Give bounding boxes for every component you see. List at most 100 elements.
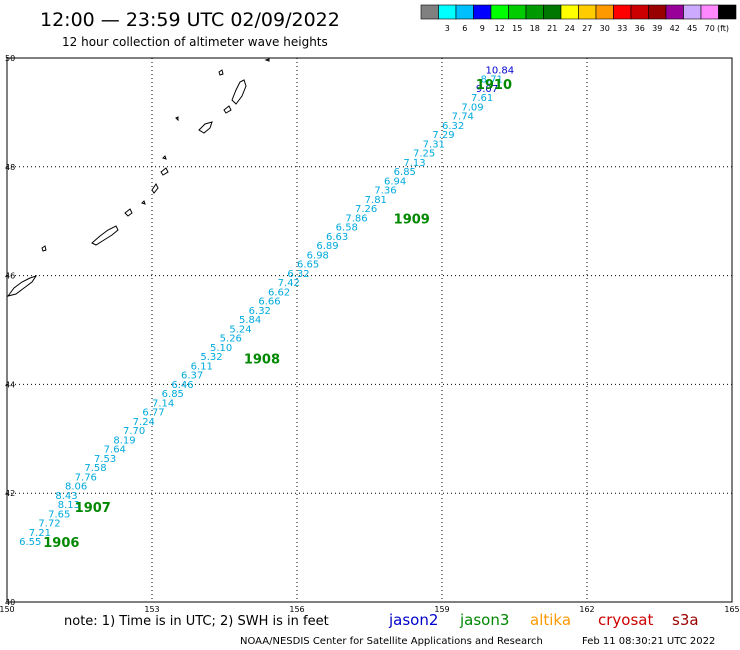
coast-island-b	[91, 225, 119, 246]
legend-swatch	[473, 4, 492, 20]
lon-tick-label: 150	[0, 605, 15, 614]
swh-value: 7.81	[365, 195, 387, 206]
legend-label: 30	[600, 24, 610, 33]
coast-island-l	[264, 58, 270, 62]
legend-label: 6	[462, 24, 467, 33]
legend-swatch	[543, 4, 562, 20]
legend-label: 3	[445, 24, 450, 33]
swh-value: 7.86	[345, 213, 367, 224]
coast-island-a	[41, 245, 47, 252]
legend-label: 9	[480, 24, 485, 33]
pass-number: 1906	[43, 536, 79, 551]
swh-value: 8.06	[65, 482, 87, 493]
legend-label: 45	[687, 24, 697, 33]
swh-value: 7.53	[94, 454, 116, 465]
swh-value: 8.13	[58, 500, 80, 511]
legend-swatch	[508, 4, 527, 20]
swh-value: 6.89	[316, 241, 338, 252]
swh-value: 7.65	[48, 509, 70, 520]
legend-swatch	[630, 4, 649, 20]
swh-value: 7.72	[38, 519, 60, 530]
swh-value: 7.14	[152, 398, 174, 409]
legend-swatch	[683, 4, 702, 20]
swh-value: 7.21	[29, 528, 51, 539]
coastline	[6, 58, 270, 297]
lat-tick-label: 46	[5, 272, 15, 281]
swh-value: 6.32	[442, 121, 464, 132]
lon-tick-label: 153	[144, 605, 159, 614]
swh-value: 7.61	[471, 93, 493, 104]
lat-tick-label: 48	[5, 163, 15, 172]
lat-tick-label: 44	[5, 380, 15, 389]
legend-swatch	[525, 4, 544, 20]
swh-value: 6.62	[268, 287, 290, 298]
legend-label: 33	[617, 24, 627, 33]
swh-value: 5.24	[229, 324, 251, 335]
swh-value: 7.58	[84, 463, 106, 474]
swh-value: 6.63	[326, 232, 348, 243]
swh-value: 6.65	[297, 260, 319, 271]
swh-value: 6.85	[394, 167, 416, 178]
swh-value: 7.24	[133, 417, 155, 428]
legend-swatch	[595, 4, 614, 20]
legend-swatch	[578, 4, 597, 20]
mission-jason2: jason2	[388, 611, 438, 629]
coast-island-c	[124, 208, 133, 217]
legend-label: 15	[512, 24, 522, 33]
swh-value: 7.26	[355, 204, 377, 215]
swh-value: 7.36	[374, 186, 396, 197]
legend-swatch	[455, 4, 474, 20]
swh-value: 5.84	[239, 315, 261, 326]
satellite-track: 6.557.217.727.658.138.438.067.767.587.53…	[19, 65, 514, 548]
swh-value: 8.43	[55, 491, 77, 502]
coast-island-j	[223, 105, 232, 114]
coast-island-i	[175, 116, 179, 122]
swh-value: 6.66	[258, 297, 280, 308]
legend-label: 70	[705, 24, 715, 33]
swh-value: 7.25	[413, 149, 435, 160]
legend-unit: (ft)	[717, 24, 729, 33]
pass-number: 1909	[394, 212, 430, 227]
coast-hokkaido	[6, 275, 38, 297]
mission-cryosat: cryosat	[598, 611, 653, 629]
swh-value: 7.70	[123, 426, 145, 437]
swh-value: 6.46	[171, 380, 193, 391]
swh-value: 7.13	[403, 158, 425, 169]
legend-swatch	[560, 4, 579, 20]
mission-altika: altika	[530, 611, 571, 629]
swh-value: 6.32	[287, 269, 309, 280]
swh-value: 7.09	[461, 102, 483, 113]
mission-s3a: s3a	[672, 611, 699, 629]
swh-value: 6.94	[384, 176, 406, 187]
mission-legend: jason2 jason3 altika cryosat s3a	[388, 611, 699, 629]
legend-label: 18	[530, 24, 540, 33]
swh-value: 6.11	[191, 361, 213, 372]
swh-value: 5.32	[200, 352, 222, 363]
coast-island-h	[198, 121, 213, 134]
lon-tick-label: 165	[724, 605, 739, 614]
legend-swatch	[490, 4, 509, 20]
pass-labels: 1906 1907 1908 1909 1910	[43, 78, 512, 551]
pass-number: 1907	[75, 501, 111, 516]
footer-timestamp: Feb 11 08:30:21 UTC 2022	[582, 636, 715, 647]
legend-label: 39	[652, 24, 662, 33]
swh-value: 7.29	[432, 130, 454, 141]
mission-jason3: jason3	[459, 611, 509, 629]
coast-island-d	[141, 200, 146, 205]
legend-swatch	[665, 4, 684, 20]
lat-tick-label: 50	[5, 54, 15, 63]
footer-credit: NOAA/NESDIS Center for Satellite Applica…	[240, 636, 543, 647]
swh-value: 7.42	[278, 278, 300, 289]
legend-label: 42	[670, 24, 680, 33]
swh-value: 6.98	[307, 250, 329, 261]
swh-value: 6.77	[142, 408, 164, 419]
lon-tick-label: 159	[434, 605, 449, 614]
coast-island-k	[218, 69, 224, 76]
swh-value: 8.71	[481, 75, 503, 86]
tick-labels: 150 153 156 159 162 165 40 42 44 46 48 50	[0, 54, 740, 614]
plot-frame	[6, 57, 733, 603]
legend-label: 27	[582, 24, 592, 33]
footer-note: note: 1) Time is in UTC; 2) SWH is in fe…	[64, 614, 329, 629]
legend-label: 24	[565, 24, 575, 33]
